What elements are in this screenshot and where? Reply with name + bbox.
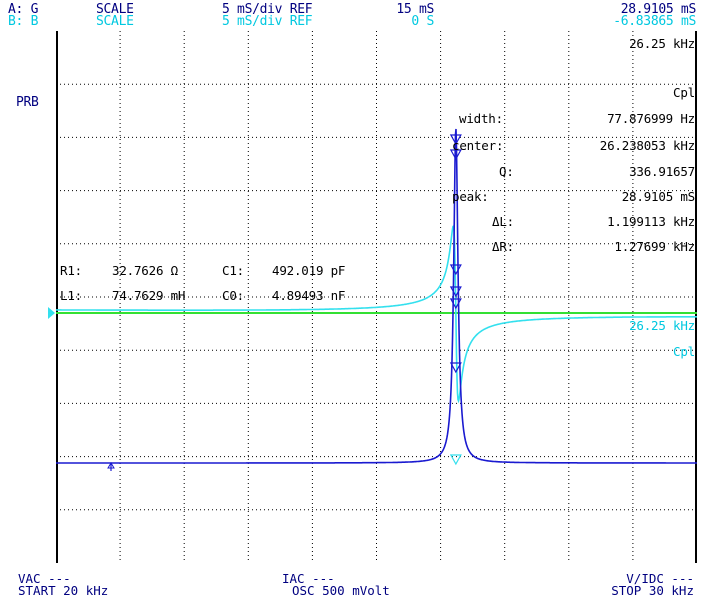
trace-b-marker-value: -6.83865 mS <box>613 14 696 29</box>
peak-value: 28.9105 mS <box>621 189 695 204</box>
lower-freq-readout: 26.25 kHz <box>629 318 695 333</box>
trace-a-div-ref: 5 mS/div REF <box>222 2 313 17</box>
delta-l-value: 1.199113 kHz <box>607 214 695 229</box>
start-frequency: START 20 kHz <box>18 583 109 598</box>
marker-triangle-icon[interactable] <box>449 298 462 310</box>
r1-value: 32.7626 Ω <box>112 263 178 278</box>
upper-mode-readout: Cpl <box>673 85 695 100</box>
center-value: 26.238053 kHz <box>599 138 695 153</box>
marker-triangle-icon[interactable] <box>449 149 462 161</box>
trace-b-div-ref: 5 mS/div REF <box>222 14 313 29</box>
trace-a-conductance <box>56 128 697 464</box>
marker-triangle-icon[interactable] <box>449 264 462 276</box>
trace-a-ref-value: 15 mS <box>396 2 434 17</box>
reference-arrow-icon[interactable] <box>48 307 55 319</box>
peak-label: peak: <box>452 189 489 204</box>
iac-label: IAC --- <box>282 571 335 586</box>
upper-freq-readout: 26.25 kHz <box>629 36 695 51</box>
trace-b-ref-value: 0 S <box>411 14 434 29</box>
center-label: center: <box>452 138 504 153</box>
c1-label: C1: <box>222 263 244 278</box>
l1-label: L1: <box>60 288 82 303</box>
r1-label: R1: <box>60 263 82 278</box>
c0-label: C0: <box>222 288 244 303</box>
prb-label: PRB <box>16 95 39 110</box>
marker-group <box>449 134 462 466</box>
lower-mode-readout: Cpl <box>673 344 695 359</box>
osc-level: OSC 500 mVolt <box>292 583 390 598</box>
trace-a-scale-label: SCALE <box>96 2 134 17</box>
trace-a-marker-value: 28.9105 mS <box>620 2 697 17</box>
width-value: 77.876999 Hz <box>607 111 695 126</box>
vidc-label: V/IDC --- <box>626 571 694 586</box>
q-value: 336.91657 <box>629 164 695 179</box>
c0-value: 4.89493 nF <box>272 288 346 303</box>
c1-value: 492.019 pF <box>272 263 346 278</box>
delta-r-label: ΔR: <box>492 239 514 254</box>
stop-frequency: STOP 30 kHz <box>611 583 694 598</box>
width-label: width: <box>459 111 503 126</box>
q-label: Q: <box>499 164 514 179</box>
start-marker-icon[interactable] <box>107 462 115 471</box>
vac-label: VAC --- <box>18 571 71 586</box>
l1-value: 74.7629 mH <box>112 288 186 303</box>
delta-r-value: 1.27699 kHz <box>614 239 695 254</box>
trace-a-label: A: G <box>8 2 39 17</box>
trace-b-susceptance <box>56 224 697 404</box>
marker-triangle-icon[interactable] <box>449 362 462 374</box>
marker-triangle-icon[interactable] <box>449 134 462 146</box>
grid <box>56 31 697 563</box>
marker-triangle-icon[interactable] <box>449 286 462 298</box>
delta-l-label: ΔL: <box>492 214 514 229</box>
marker-triangle-icon[interactable] <box>449 454 462 466</box>
trace-b-scale-label: SCALE <box>96 14 134 29</box>
trace-b-label: B: B <box>8 14 39 29</box>
